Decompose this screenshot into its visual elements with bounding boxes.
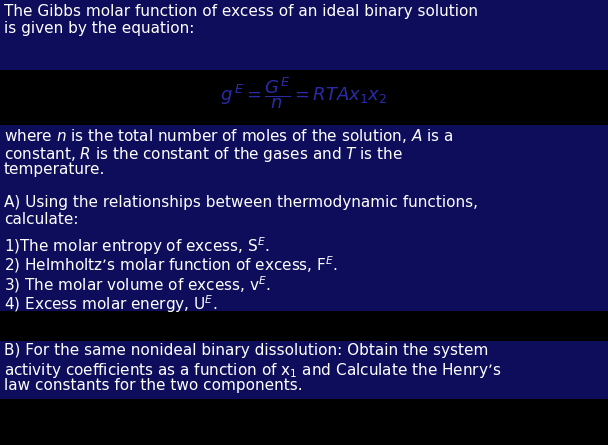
Bar: [0, 193, 608, 233]
Text: B) For the same nonideal binary dissolution: Obtain the system: B) For the same nonideal binary dissolut…: [4, 343, 488, 358]
Text: where $\it{n}$ is the total number of moles of the solution, $\it{A}$ is a: where $\it{n}$ is the total number of mo…: [4, 127, 454, 145]
Text: 1)The molar entropy of excess, S$^E$.: 1)The molar entropy of excess, S$^E$.: [4, 235, 269, 257]
Text: temperature.: temperature.: [4, 162, 105, 177]
Bar: [0, 0, 608, 70]
Bar: [0, 233, 608, 252]
Text: 4) Excess molar energy, U$^E$.: 4) Excess molar energy, U$^E$.: [4, 294, 218, 315]
Bar: [0, 341, 608, 399]
Text: The Gibbs molar function of excess of an ideal binary solution: The Gibbs molar function of excess of an…: [4, 4, 478, 19]
Bar: [0, 272, 608, 291]
Text: constant, $\it{R}$ is the constant of the gases and $\it{T}$ is the: constant, $\it{R}$ is the constant of th…: [4, 145, 403, 163]
Bar: [0, 125, 608, 193]
Text: is given by the equation:: is given by the equation:: [4, 21, 195, 36]
Text: calculate:: calculate:: [4, 213, 78, 227]
Text: A) Using the relationships between thermodynamic functions,: A) Using the relationships between therm…: [4, 195, 478, 210]
Bar: [0, 291, 608, 311]
Text: $g^{\,E} = \dfrac{G^{E}}{n} = RTAx_1x_2$: $g^{\,E} = \dfrac{G^{E}}{n} = RTAx_1x_2$: [220, 75, 388, 111]
Text: 2) Helmholtz’s molar function of excess, F$^E$.: 2) Helmholtz’s molar function of excess,…: [4, 255, 338, 275]
Text: 3) The molar volume of excess, v$^E$.: 3) The molar volume of excess, v$^E$.: [4, 274, 271, 295]
Text: activity coefficients as a function of x$_1$ and Calculate the Henry’s: activity coefficients as a function of x…: [4, 360, 501, 380]
Text: law constants for the two components.: law constants for the two components.: [4, 378, 303, 393]
Bar: [0, 252, 608, 272]
